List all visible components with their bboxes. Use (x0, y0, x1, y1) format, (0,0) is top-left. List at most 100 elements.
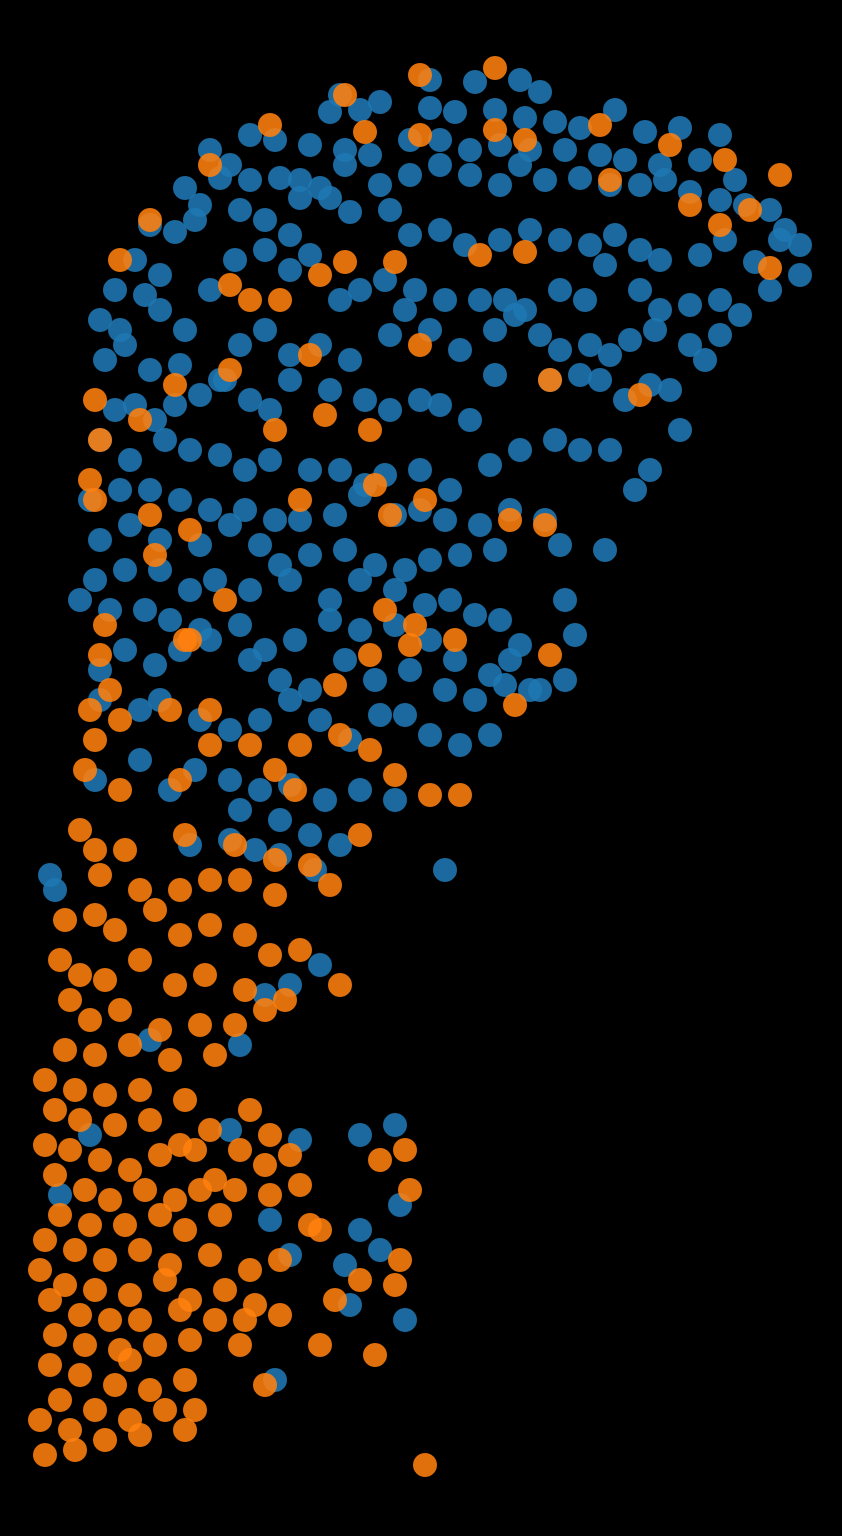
series-2-point (258, 113, 282, 137)
series-1-point (513, 106, 537, 130)
series-2-point (103, 918, 127, 942)
series-1-point (693, 348, 717, 372)
series-1-point (348, 1218, 372, 1242)
series-2-point (418, 783, 442, 807)
series-1-point (548, 228, 572, 252)
series-1-point (448, 543, 472, 567)
series-1-point (553, 588, 577, 612)
series-2-point (258, 943, 282, 967)
series-1-point (528, 323, 552, 347)
series-1-point (383, 578, 407, 602)
series-2-point (78, 1008, 102, 1032)
series-1-point (603, 223, 627, 247)
series-1-point (253, 238, 277, 262)
series-1-point (678, 333, 702, 357)
series-1-point (158, 608, 182, 632)
series-1-point (378, 198, 402, 222)
series-2-point (133, 1178, 157, 1202)
series-2-point (268, 288, 292, 312)
series-2-point (383, 250, 407, 274)
series-2-point (408, 123, 432, 147)
series-2-point (533, 513, 557, 537)
series-1-point (758, 278, 782, 302)
series-1-point (518, 678, 542, 702)
series-2-point (538, 368, 562, 392)
series-2-point (83, 838, 107, 862)
series-1-point (238, 388, 262, 412)
series-2-point (68, 1108, 92, 1132)
series-1-point (428, 218, 452, 242)
series-1-point (518, 218, 542, 242)
series-2-point (363, 473, 387, 497)
series-1-point (578, 233, 602, 257)
series-1-point (503, 303, 527, 327)
series-1-point (408, 388, 432, 412)
series-2-point (173, 823, 197, 847)
series-1-point (478, 453, 502, 477)
series-1-point (463, 688, 487, 712)
series-1-point (548, 533, 572, 557)
series-1-point (418, 628, 442, 652)
series-1-point (308, 953, 332, 977)
series-2-point (68, 818, 92, 842)
series-1-point (553, 138, 577, 162)
series-1-point (638, 458, 662, 482)
series-1-point (188, 383, 212, 407)
series-1-point (648, 248, 672, 272)
series-2-point (188, 1013, 212, 1037)
series-2-point (263, 848, 287, 872)
series-2-point (73, 1333, 97, 1357)
series-2-point (138, 208, 162, 232)
series-1-point (398, 223, 422, 247)
series-1-point (333, 648, 357, 672)
series-2-point (498, 508, 522, 532)
series-2-point (413, 488, 437, 512)
series-1-point (458, 138, 482, 162)
series-2-point (183, 1398, 207, 1422)
series-1-point (378, 398, 402, 422)
series-2-point (153, 1268, 177, 1292)
series-2-point (163, 973, 187, 997)
series-1-point (508, 438, 532, 462)
series-2-point (228, 868, 252, 892)
series-1-point (433, 678, 457, 702)
series-1-point (298, 543, 322, 567)
series-1-point (298, 243, 322, 267)
series-2-point (238, 1098, 262, 1122)
series-1-point (533, 168, 557, 192)
series-2-point (658, 133, 682, 157)
series-1-point (528, 80, 552, 104)
series-2-point (103, 1113, 127, 1137)
series-1-point (483, 538, 507, 562)
series-1-point (588, 368, 612, 392)
series-1-point (628, 173, 652, 197)
series-2-point (148, 1143, 172, 1167)
series-2-point (398, 1178, 422, 1202)
series-2-point (93, 1428, 117, 1452)
series-1-point (458, 408, 482, 432)
series-2-point (288, 488, 312, 512)
series-2-point (468, 243, 492, 267)
series-1-point (338, 348, 362, 372)
series-2-point (308, 1333, 332, 1357)
series-2-point (128, 1238, 152, 1262)
series-1-point (348, 278, 372, 302)
series-1-point (93, 348, 117, 372)
series-2-point (483, 118, 507, 142)
series-2-point (348, 823, 372, 847)
series-1-point (498, 648, 522, 672)
series-2-point (138, 1108, 162, 1132)
series-1-point (268, 668, 292, 692)
series-2-point (118, 1283, 142, 1307)
series-2-point (323, 1288, 347, 1312)
series-1-point (113, 558, 137, 582)
series-1-point (218, 718, 242, 742)
series-2-point (93, 968, 117, 992)
series-1-point (113, 638, 137, 662)
series-2-point (313, 403, 337, 427)
series-1-point (263, 508, 287, 532)
series-2 (28, 56, 792, 1477)
series-1-point (543, 110, 567, 134)
series-2-point (108, 778, 132, 802)
series-2-point (63, 1078, 87, 1102)
